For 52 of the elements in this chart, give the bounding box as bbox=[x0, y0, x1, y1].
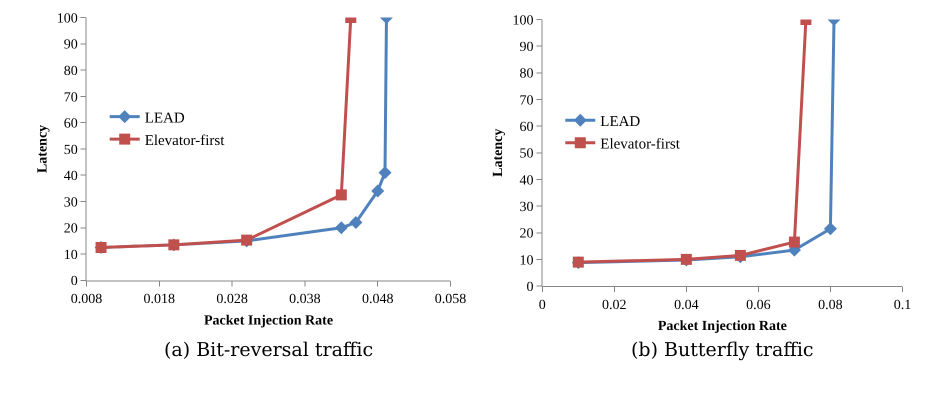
x-tick-label: 0.1 bbox=[894, 298, 912, 313]
y-tick-label: 10 bbox=[64, 248, 78, 263]
point bbox=[334, 221, 348, 234]
point bbox=[349, 216, 362, 229]
y-tick-label: 30 bbox=[519, 200, 534, 216]
x-tick-label: 0.02 bbox=[602, 298, 627, 313]
legend-label: Elevator-first bbox=[600, 136, 681, 153]
y-tick-label: 90 bbox=[64, 38, 78, 53]
x-tick-label: 0.038 bbox=[289, 292, 321, 308]
y-tick-label: 90 bbox=[519, 40, 534, 56]
y-tick-label: 40 bbox=[64, 169, 78, 184]
x-tick-label: 0.048 bbox=[362, 292, 394, 308]
legend-label: LEAD bbox=[600, 114, 640, 130]
y-tick-label: 0 bbox=[70, 274, 78, 290]
y-tick-label: 20 bbox=[64, 222, 78, 237]
y-axis-title: Latency bbox=[35, 124, 50, 174]
x-tick-label: 0.028 bbox=[216, 292, 248, 308]
point bbox=[734, 250, 746, 261]
x-tick-label: 0.08 bbox=[818, 298, 843, 313]
y-tick-label: 100 bbox=[56, 11, 78, 26]
x-tick-label: 0.058 bbox=[434, 292, 466, 308]
x-axis-title: Packet Injection Rate bbox=[204, 313, 334, 328]
y-tick-label: 20 bbox=[519, 226, 534, 242]
y-axis-title: Latency bbox=[491, 128, 506, 177]
y-tick-label: 80 bbox=[64, 64, 78, 79]
y-tick-label: 70 bbox=[519, 93, 534, 108]
text: (b) Butterfly traffic bbox=[631, 339, 814, 361]
legend-label: Elevator-first bbox=[144, 133, 226, 150]
y-tick-label: 80 bbox=[519, 66, 534, 82]
y-tick-label: 50 bbox=[64, 142, 78, 158]
y-tick-label: 40 bbox=[519, 173, 534, 188]
x-tick-label: 0.008 bbox=[70, 292, 102, 308]
y-tick-label: 0 bbox=[526, 280, 534, 295]
x-tick-label: 0 bbox=[538, 298, 546, 313]
y-tick-label: 100 bbox=[512, 13, 534, 28]
point bbox=[378, 166, 392, 180]
y-tick-label: 30 bbox=[64, 195, 78, 210]
y-tick-label: 70 bbox=[64, 90, 78, 106]
x-tick-label: 0.018 bbox=[144, 292, 176, 308]
x-axis-title: Packet Injection Rate bbox=[658, 319, 787, 334]
point bbox=[824, 222, 837, 236]
y-tick-label: 50 bbox=[519, 146, 534, 162]
y-tick-label: 60 bbox=[64, 116, 78, 132]
y-tick-label: 10 bbox=[519, 253, 534, 268]
x-tick-label: 0.06 bbox=[746, 298, 771, 313]
point bbox=[336, 189, 347, 200]
x-tick-label: 0.04 bbox=[674, 298, 699, 313]
y-tick-label: 60 bbox=[519, 120, 534, 136]
legend-label: LEAD bbox=[144, 110, 185, 127]
text: (a) Bit-reversal traffic bbox=[164, 339, 374, 361]
point bbox=[371, 184, 384, 198]
point bbox=[788, 236, 800, 248]
